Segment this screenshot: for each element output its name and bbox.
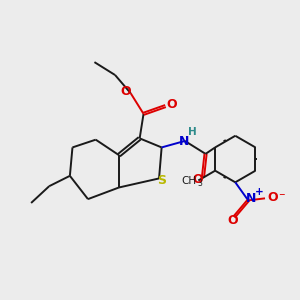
Text: N: N bbox=[178, 135, 189, 148]
Text: O: O bbox=[121, 85, 131, 98]
Text: O: O bbox=[192, 173, 202, 186]
Text: H: H bbox=[188, 127, 197, 137]
Text: O: O bbox=[268, 191, 278, 204]
Text: CH: CH bbox=[182, 176, 197, 186]
Text: 3: 3 bbox=[197, 179, 202, 188]
Text: S: S bbox=[157, 174, 166, 187]
Text: O: O bbox=[166, 98, 176, 111]
Text: ⁻: ⁻ bbox=[278, 191, 284, 204]
Text: +: + bbox=[255, 187, 263, 197]
Text: N: N bbox=[246, 192, 256, 205]
Text: O: O bbox=[227, 214, 238, 227]
